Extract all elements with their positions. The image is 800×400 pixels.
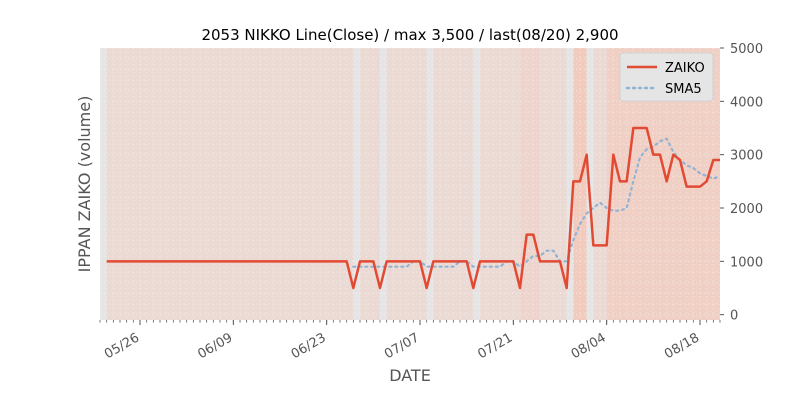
series-line-zaiko — [106, 126, 720, 290]
x-tick-label: 07/07 — [382, 330, 422, 362]
y-tick-label: 1000 — [730, 255, 763, 270]
series-layer — [106, 126, 722, 290]
y-axis-ticks: 0 1000 2000 3000 4000 5000 — [720, 42, 763, 324]
legend-sma5-label: SMA5 — [665, 82, 702, 97]
y-tick-label: 2000 — [730, 202, 763, 217]
legend: ZAIKO SMA5 — [619, 52, 714, 102]
y-tick-label: 4000 — [730, 95, 763, 110]
x-tick-label: 06/23 — [289, 330, 329, 362]
highlight-band-0 — [106, 48, 354, 320]
x-tick-label: 08/04 — [569, 330, 609, 362]
x-tick-label: 08/18 — [662, 330, 702, 362]
x-tick-label: 05/26 — [102, 330, 142, 362]
x-tick-label: 07/21 — [475, 330, 515, 362]
y-axis-label: IPPAN ZAIKO (volume) — [75, 96, 94, 273]
highlight-band-1 — [360, 48, 380, 320]
legend-zaiko-label: ZAIKO — [665, 61, 705, 76]
chart-title: 2053 NIKKO Line(Close) / max 3,500 / las… — [201, 26, 618, 44]
x-axis-minor-ticks — [99, 320, 721, 323]
x-axis-label: DATE — [389, 366, 431, 385]
y-tick-label: 5000 — [730, 42, 763, 57]
x-tick-label: 06/09 — [195, 330, 235, 362]
x-axis-ticks: 05/26 06/09 06/23 07/07 07/21 08/04 08/18 — [102, 320, 702, 362]
gridlines — [99, 47, 721, 320]
legend-box — [619, 52, 714, 102]
y-tick-label: 3000 — [730, 149, 763, 164]
y-tick-label: 0 — [730, 309, 738, 324]
highlight-band-5 — [520, 48, 540, 320]
